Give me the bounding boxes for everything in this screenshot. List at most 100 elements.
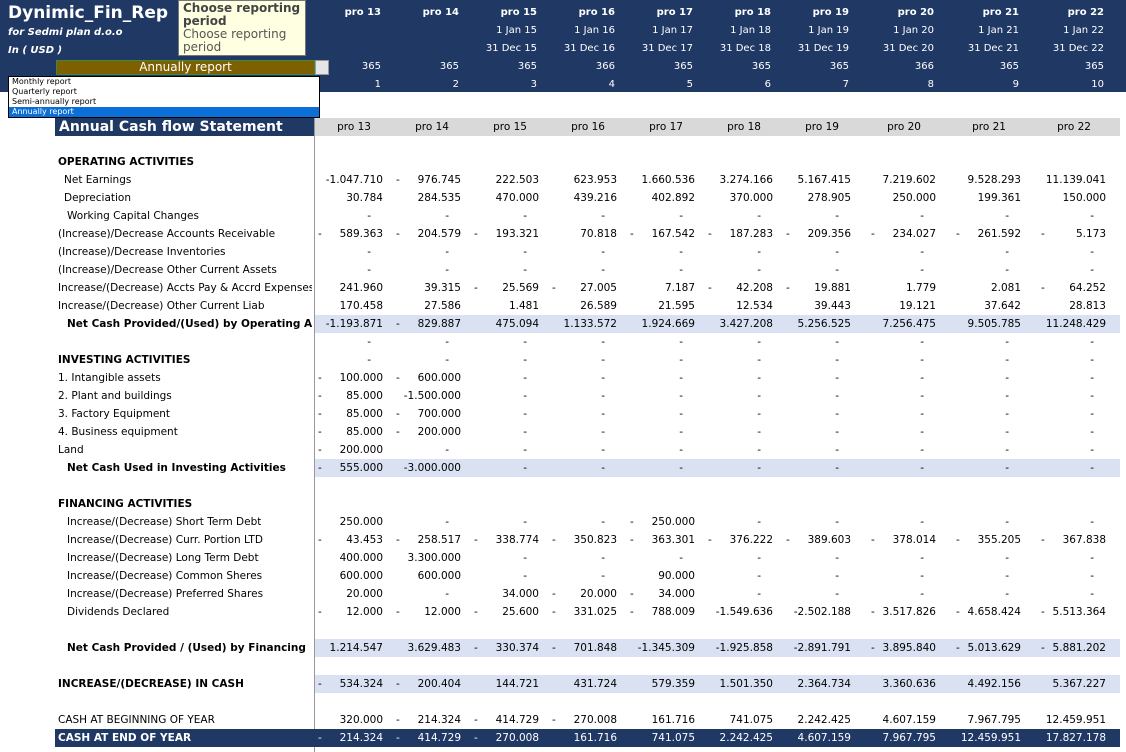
option-annually[interactable]: Annually report	[9, 107, 319, 117]
value-cell[interactable]: -	[601, 246, 605, 258]
value-cell[interactable]: -5.173	[1041, 228, 1106, 240]
value-cell[interactable]: -3.000.000	[403, 462, 461, 474]
value-cell[interactable]: -	[1090, 390, 1094, 402]
value-cell[interactable]: -	[445, 516, 449, 528]
value-cell[interactable]: -12.000	[318, 606, 383, 618]
value-cell[interactable]: 2.242.425	[719, 732, 773, 744]
value-cell[interactable]: -	[601, 354, 605, 366]
value-cell[interactable]: -	[601, 516, 605, 528]
value-cell[interactable]: 39.443	[814, 300, 851, 312]
value-cell[interactable]: 1.133.572	[563, 318, 617, 330]
value-cell[interactable]: -85.000	[318, 408, 383, 420]
value-cell[interactable]: -	[445, 210, 449, 222]
value-cell[interactable]: 2.364.734	[797, 678, 851, 690]
value-cell[interactable]: -	[367, 336, 371, 348]
value-cell[interactable]: -829.887	[396, 318, 461, 330]
value-cell[interactable]: 2.242.425	[797, 714, 851, 726]
value-cell[interactable]: 623.953	[573, 174, 617, 186]
value-cell[interactable]: 11.248.429	[1045, 318, 1106, 330]
value-cell[interactable]: 1.660.536	[641, 174, 695, 186]
option-monthly[interactable]: Monthly report	[12, 77, 72, 86]
value-cell[interactable]: -200.000	[318, 444, 383, 456]
value-cell[interactable]: -1.549.636	[715, 606, 773, 618]
value-cell[interactable]: -	[523, 210, 527, 222]
value-cell[interactable]: -	[757, 390, 761, 402]
value-cell[interactable]: -	[757, 336, 761, 348]
value-cell[interactable]: -42.208	[708, 282, 773, 294]
value-cell[interactable]: 402.892	[651, 192, 695, 204]
value-cell[interactable]: -	[757, 372, 761, 384]
value-cell[interactable]: 600.000	[417, 570, 461, 582]
value-cell[interactable]: 600.000	[339, 570, 383, 582]
value-cell[interactable]: 12.534	[736, 300, 773, 312]
value-cell[interactable]: 28.813	[1069, 300, 1106, 312]
value-cell[interactable]: -	[757, 570, 761, 582]
value-cell[interactable]: -	[679, 354, 683, 366]
value-cell[interactable]: 439.216	[573, 192, 617, 204]
value-cell[interactable]: -	[679, 426, 683, 438]
value-cell[interactable]: -	[920, 426, 924, 438]
value-cell[interactable]: -85.000	[318, 390, 383, 402]
value-cell[interactable]: 4.607.159	[797, 732, 851, 744]
value-cell[interactable]: -	[679, 336, 683, 348]
value-cell[interactable]: 144.721	[495, 678, 539, 690]
value-cell[interactable]: 170.458	[339, 300, 383, 312]
value-cell[interactable]: -	[523, 354, 527, 366]
value-cell[interactable]: -	[1005, 210, 1009, 222]
value-cell[interactable]: -	[920, 462, 924, 474]
value-cell[interactable]: 3.427.208	[719, 318, 773, 330]
value-cell[interactable]: -	[367, 246, 371, 258]
value-cell[interactable]: -25.600	[474, 606, 539, 618]
value-cell[interactable]: -	[920, 390, 924, 402]
value-cell[interactable]: -788.009	[630, 606, 695, 618]
value-cell[interactable]: -	[835, 336, 839, 348]
value-cell[interactable]: -	[757, 354, 761, 366]
value-cell[interactable]: 741.075	[729, 714, 773, 726]
value-cell[interactable]: 1.779	[905, 282, 936, 294]
value-cell[interactable]: -	[1005, 336, 1009, 348]
value-cell[interactable]: -367.838	[1041, 534, 1106, 546]
value-cell[interactable]: -	[920, 264, 924, 276]
value-cell[interactable]: -3.517.826	[871, 606, 936, 618]
value-cell[interactable]: -	[445, 246, 449, 258]
value-cell[interactable]: 5.367.227	[1052, 678, 1106, 690]
value-cell[interactable]: -	[1090, 210, 1094, 222]
value-cell[interactable]: 2.081	[990, 282, 1021, 294]
value-cell[interactable]: -85.000	[318, 426, 383, 438]
value-cell[interactable]: 37.642	[984, 300, 1021, 312]
value-cell[interactable]: -	[601, 372, 605, 384]
value-cell[interactable]: 12.459.951	[960, 732, 1021, 744]
value-cell[interactable]: -	[757, 210, 761, 222]
value-cell[interactable]: 250.000	[339, 516, 383, 528]
value-cell[interactable]: -5.013.629	[956, 642, 1021, 654]
value-cell[interactable]: -	[445, 264, 449, 276]
value-cell[interactable]: 20.000	[346, 588, 383, 600]
value-cell[interactable]: -	[1090, 552, 1094, 564]
value-cell[interactable]: 12.459.951	[1045, 714, 1106, 726]
value-cell[interactable]: -389.603	[786, 534, 851, 546]
value-cell[interactable]: 7.219.602	[882, 174, 936, 186]
value-cell[interactable]: -	[835, 390, 839, 402]
value-cell[interactable]: -	[679, 246, 683, 258]
value-cell[interactable]: -355.205	[956, 534, 1021, 546]
value-cell[interactable]: -214.324	[396, 714, 461, 726]
value-cell[interactable]: -200.404	[396, 678, 461, 690]
value-cell[interactable]: -	[835, 372, 839, 384]
value-cell[interactable]: -	[601, 336, 605, 348]
value-cell[interactable]: -	[445, 354, 449, 366]
value-cell[interactable]: -701.848	[552, 642, 617, 654]
value-cell[interactable]: -	[920, 552, 924, 564]
value-cell[interactable]: -	[601, 570, 605, 582]
value-cell[interactable]: -	[679, 552, 683, 564]
value-cell[interactable]: -589.363	[318, 228, 383, 240]
value-cell[interactable]: -1.500.000	[403, 390, 461, 402]
value-cell[interactable]: -414.729	[474, 714, 539, 726]
value-cell[interactable]: -	[367, 264, 371, 276]
value-cell[interactable]: -	[523, 408, 527, 420]
value-cell[interactable]: -	[920, 444, 924, 456]
value-cell[interactable]: 741.075	[651, 732, 695, 744]
value-cell[interactable]: -5.513.364	[1041, 606, 1106, 618]
value-cell[interactable]: -193.321	[474, 228, 539, 240]
value-cell[interactable]: -	[523, 552, 527, 564]
value-cell[interactable]: -	[1005, 516, 1009, 528]
